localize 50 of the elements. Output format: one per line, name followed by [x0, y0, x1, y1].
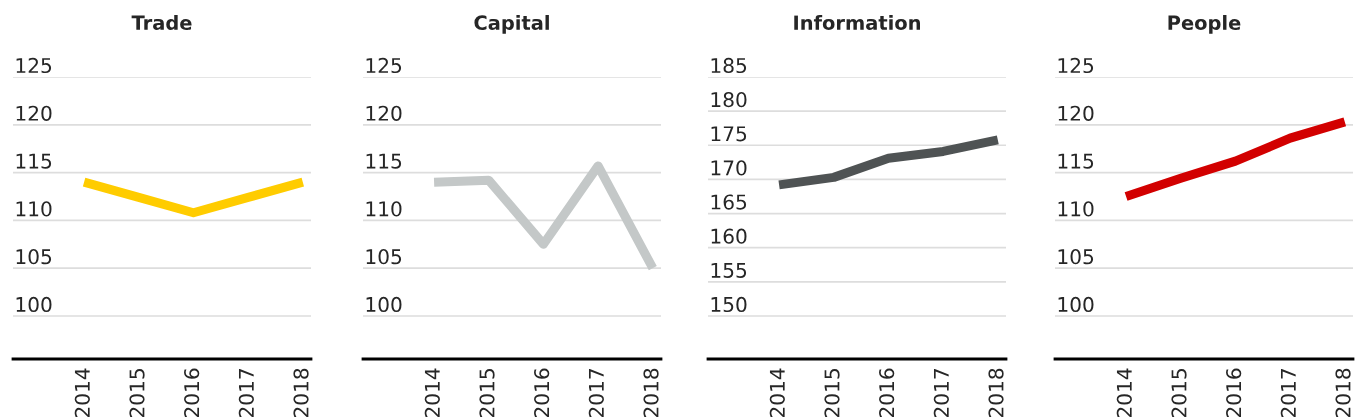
y-tick-label: 120 — [1058, 105, 1094, 121]
chart-title: Capital — [474, 15, 549, 34]
chart-title: Trade — [131, 15, 192, 31]
y-tick-label: 105 — [366, 249, 402, 265]
y-tick-label: 105 — [16, 249, 52, 265]
y-tick-label: 180 — [711, 92, 747, 108]
y-tick-label: 125 — [16, 57, 52, 74]
y-tick-label: 125 — [1058, 57, 1094, 74]
chart-title: Information — [794, 15, 920, 31]
y-tick-label: 160 — [711, 228, 747, 244]
y-tick-label: 110 — [366, 201, 402, 217]
x-tick-label: 2018 — [1335, 368, 1351, 418]
y-tick-label: 115 — [16, 153, 52, 169]
y-tick-label: 185 — [711, 57, 747, 74]
y-tick-label: 115 — [366, 153, 402, 169]
x-tick-label: 2015 — [479, 369, 495, 418]
y-tick-label: 125 — [366, 57, 402, 74]
x-tick-label: 2016 — [184, 368, 200, 418]
x-tick-label: 2017 — [238, 369, 254, 418]
y-tick-label: 150 — [711, 296, 747, 313]
y-tick-label: 120 — [16, 105, 52, 121]
y-tick-label: 155 — [711, 262, 747, 278]
x-tick-label: 2014 — [424, 368, 440, 418]
y-tick-label: 105 — [1058, 249, 1094, 265]
x-tick-label: 2018 — [988, 368, 1004, 418]
y-tick-label: 110 — [1058, 201, 1094, 217]
y-tick-label: 175 — [711, 126, 747, 142]
y-tick-label: 120 — [366, 105, 402, 121]
x-tick-label: 2015 — [1171, 369, 1187, 418]
y-tick-label: 100 — [1058, 296, 1094, 313]
x-tick-label: 2018 — [293, 368, 309, 418]
x-tick-label: 2017 — [588, 369, 604, 418]
x-tick-label: 2016 — [879, 368, 895, 418]
x-tick-label: 2018 — [643, 368, 659, 418]
x-tick-label: 2017 — [933, 369, 949, 418]
x-tick-label: 2014 — [74, 368, 90, 418]
y-tick-label: 110 — [16, 201, 52, 217]
x-tick-label: 2016 — [534, 368, 550, 418]
x-tick-label: 2015 — [129, 369, 145, 418]
chart-title: People — [1168, 15, 1241, 34]
x-tick-label: 2015 — [824, 369, 840, 418]
x-tick-label: 2017 — [1280, 369, 1296, 418]
y-tick-label: 100 — [16, 296, 52, 313]
y-tick-label: 100 — [366, 296, 402, 313]
y-tick-label: 170 — [711, 160, 747, 176]
x-tick-label: 2016 — [1226, 368, 1242, 418]
x-tick-label: 2014 — [769, 368, 785, 418]
y-tick-label: 165 — [711, 194, 747, 210]
x-tick-label: 2014 — [1116, 368, 1132, 418]
y-tick-label: 115 — [1058, 153, 1094, 169]
